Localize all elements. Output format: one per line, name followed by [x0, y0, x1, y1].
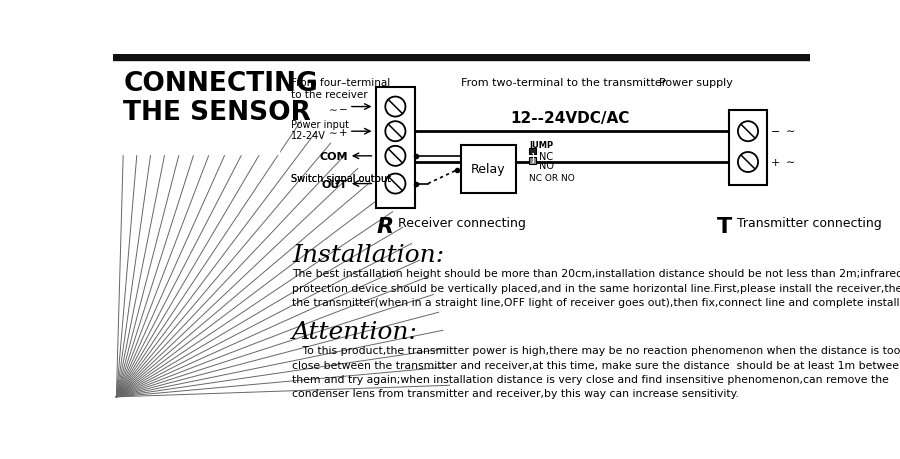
Text: Transmitter connecting: Transmitter connecting — [737, 217, 882, 230]
Text: − $\sim$: − $\sim$ — [770, 127, 796, 137]
Text: Switch signal output: Switch signal output — [291, 174, 391, 184]
Text: NC: NC — [539, 152, 553, 162]
Bar — [112, 55, 279, 155]
Text: Receiver connecting: Receiver connecting — [398, 217, 526, 230]
Text: To this product,the transmitter power is high,there may be no reaction phenomeno: To this product,the transmitter power is… — [292, 346, 900, 398]
Text: Attention:: Attention: — [292, 320, 418, 343]
Text: Installation:: Installation: — [292, 243, 445, 266]
Text: From two-terminal to the transmitter: From two-terminal to the transmitter — [461, 78, 667, 88]
Circle shape — [385, 97, 406, 118]
Text: COM: COM — [320, 151, 348, 162]
Circle shape — [385, 174, 406, 194]
Bar — [529, 149, 536, 155]
Text: Power input
12-24V: Power input 12-24V — [291, 120, 349, 141]
Text: JUMP: JUMP — [529, 141, 554, 150]
Text: Switch signal output: Switch signal output — [291, 174, 391, 184]
Text: The best installation height should be more than 20cm,installation distance shou: The best installation height should be m… — [292, 269, 900, 308]
Text: ]: ] — [530, 152, 534, 162]
Text: T: T — [717, 217, 733, 236]
Bar — [461, 146, 516, 193]
Bar — [112, 55, 810, 61]
Text: $\sim$−: $\sim$− — [326, 102, 348, 112]
Circle shape — [385, 122, 406, 142]
Text: THE SENSOR: THE SENSOR — [123, 100, 311, 126]
Text: NO: NO — [539, 161, 554, 171]
Text: From four–terminal
to the receiver: From four–terminal to the receiver — [291, 78, 390, 100]
Text: CONNECTING: CONNECTING — [123, 70, 318, 96]
Circle shape — [738, 122, 758, 142]
Bar — [376, 87, 415, 209]
Text: R: R — [377, 217, 394, 236]
Text: Relay: Relay — [471, 163, 506, 176]
Text: $\sim$+: $\sim$+ — [326, 126, 348, 137]
Text: NC OR NO: NC OR NO — [529, 174, 575, 182]
Circle shape — [385, 146, 406, 167]
Text: 12--24VDC/AC: 12--24VDC/AC — [510, 111, 629, 126]
Text: + $\sim$: + $\sim$ — [770, 157, 796, 168]
Text: Power supply: Power supply — [659, 78, 733, 88]
Bar — [529, 158, 536, 164]
Text: OUT: OUT — [322, 179, 348, 189]
Bar — [729, 111, 768, 186]
Circle shape — [738, 153, 758, 173]
